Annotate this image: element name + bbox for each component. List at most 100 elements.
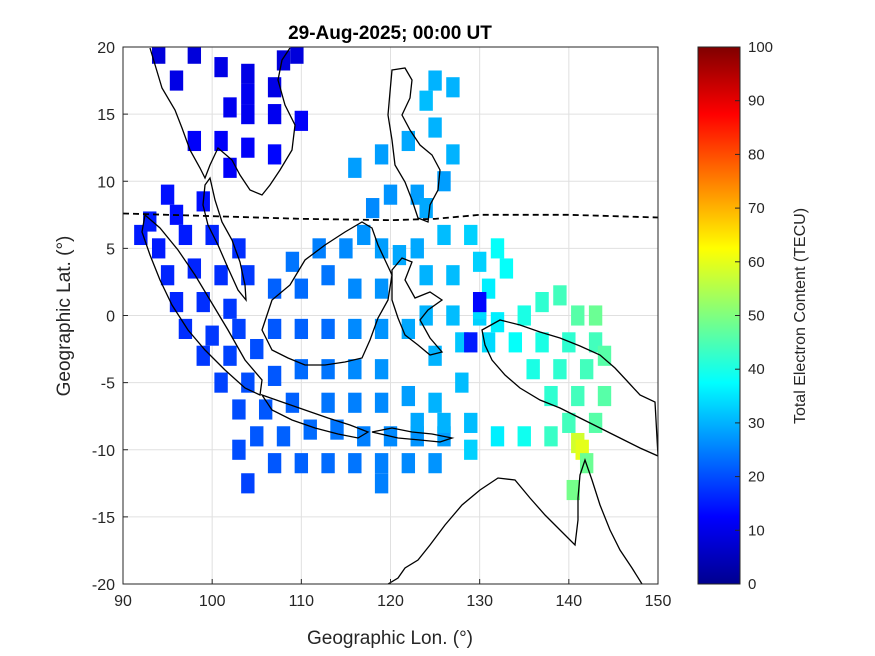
tec-cell	[437, 224, 451, 246]
y-tick-label: 0	[106, 309, 115, 326]
tec-cell	[348, 392, 362, 413]
tec-cell	[321, 359, 335, 380]
tec-cell	[267, 104, 282, 125]
coast-malay-peninsula	[202, 176, 247, 303]
tec-cell	[374, 278, 389, 299]
magnetic-equator-line	[123, 212, 658, 222]
tec-cell	[214, 265, 228, 286]
tec-cell	[464, 224, 478, 246]
tec-cell	[374, 473, 389, 494]
tec-cell	[597, 345, 612, 366]
tec-cell	[357, 426, 371, 447]
x-tick-label: 120	[377, 593, 404, 610]
tec-cell	[321, 392, 335, 413]
tec-cell	[490, 312, 505, 333]
tec-cell	[294, 278, 309, 299]
tec-cell	[160, 184, 175, 205]
tec-cell	[392, 245, 407, 266]
coast-sulawesi	[391, 257, 444, 356]
y-tick-label: 20	[97, 40, 115, 57]
coastlines	[141, 47, 658, 584]
tec-cell	[535, 332, 549, 353]
tec-cell	[294, 453, 309, 474]
tec-cell	[223, 298, 237, 319]
tec-cell	[499, 258, 514, 279]
y-tick-label: -10	[92, 443, 115, 460]
tec-cell	[267, 77, 282, 98]
coast-new-guinea	[481, 319, 658, 457]
tec-cell	[588, 305, 603, 326]
tec-cell	[187, 258, 202, 279]
tec-cell	[232, 318, 246, 339]
tec-cell	[151, 47, 166, 64]
tec-cell	[597, 385, 612, 407]
colorbar-tick-label: 90	[748, 93, 765, 110]
tec-cell	[579, 359, 594, 380]
coast-lesser-sunda	[371, 427, 455, 443]
tec-cell	[553, 359, 567, 380]
tec-cell	[419, 198, 433, 219]
colorbar-tick-label: 20	[748, 469, 765, 486]
tec-cell	[401, 453, 416, 474]
x-tick-label: 110	[289, 593, 315, 610]
tec-cell	[401, 385, 416, 407]
tec-cell	[250, 426, 264, 447]
tec-cell	[464, 412, 478, 433]
tec-cell	[401, 318, 416, 339]
tec-cell	[374, 453, 389, 474]
tec-cell	[472, 251, 487, 272]
tec-cell	[464, 332, 478, 353]
colorbar-tick-label: 0	[748, 576, 756, 593]
tec-cell	[223, 97, 237, 118]
tec-cell	[428, 453, 442, 474]
tec-cell	[472, 292, 487, 313]
colorbar-tick-label: 30	[748, 415, 765, 432]
tec-cell	[348, 157, 362, 178]
tec-cell	[178, 224, 193, 246]
tec-cell	[294, 318, 309, 339]
tec-cell	[267, 278, 282, 299]
coast-sumatra	[141, 213, 263, 396]
colorbar-tick-label: 70	[748, 200, 765, 217]
tec-cell	[517, 305, 531, 326]
colorbar-ticks: 0 10 20 30 40 50 60 70 80 90 100	[735, 39, 773, 593]
tec-cell	[571, 385, 585, 407]
tec-cell	[490, 426, 505, 447]
tec-cell	[374, 392, 389, 413]
tec-cell	[169, 70, 184, 91]
tec-cell	[312, 238, 326, 259]
tec-cell	[223, 157, 237, 178]
tec-cell	[348, 278, 362, 299]
tec-cell	[276, 426, 291, 447]
tec-cell	[428, 345, 442, 366]
tec-cell	[250, 338, 264, 360]
tec-cell	[241, 104, 255, 125]
x-tick-label: 150	[645, 593, 672, 610]
tec-cell	[232, 399, 246, 420]
tec-cell	[455, 372, 469, 393]
coast-java	[260, 393, 370, 439]
tec-cell	[562, 412, 576, 433]
tec-cell	[160, 265, 175, 286]
x-tick-label: 130	[466, 593, 493, 610]
tec-cell	[258, 399, 273, 420]
colorbar-label: Total Electron Content (TECU)	[792, 208, 809, 424]
tec-cell	[285, 392, 300, 413]
tec-cell	[267, 318, 282, 339]
tec-cell	[169, 292, 184, 313]
tec-cell	[419, 265, 433, 286]
tec-cell	[223, 345, 237, 366]
coast-australia	[387, 457, 643, 584]
tec-cell	[348, 359, 362, 380]
tec-cell	[178, 318, 193, 339]
tec-cell	[339, 238, 353, 259]
tec-cell	[241, 83, 255, 105]
tec-cell	[571, 305, 585, 326]
colorbar-tick-label: 40	[748, 361, 765, 378]
colorbar	[697, 46, 741, 585]
tec-cell	[446, 144, 460, 165]
tec-cell	[267, 365, 282, 386]
colorbar-tick-label: 80	[748, 146, 765, 163]
tec-cell	[241, 473, 255, 494]
